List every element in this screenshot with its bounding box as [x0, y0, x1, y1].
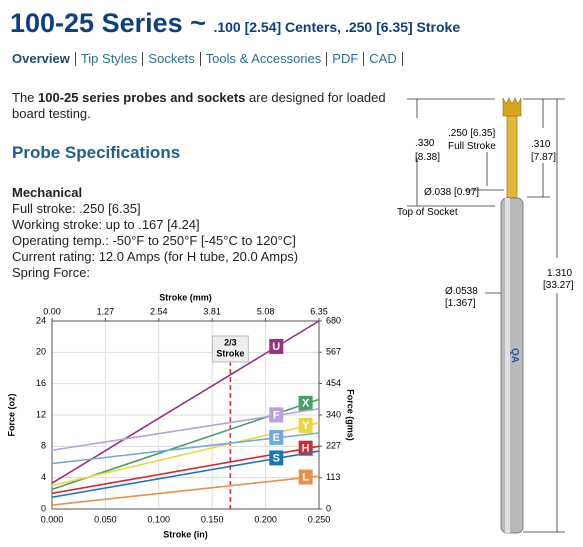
legend-label: S	[273, 452, 280, 464]
spec-heading: Mechanical	[12, 185, 83, 200]
dim-label: .330	[415, 138, 435, 149]
y2-tick-label: 113	[326, 472, 340, 482]
dim-label: [1.367]	[445, 298, 476, 309]
dimension-lines	[407, 98, 565, 533]
legend-label: L	[302, 471, 309, 483]
legend-box	[269, 407, 284, 423]
legend-box	[269, 338, 284, 354]
plot-frame	[51, 320, 320, 510]
x2-tick-label: 0.00	[43, 306, 61, 316]
spec-line: Spring Force:	[12, 265, 91, 280]
y2-tick-label: 227	[326, 441, 341, 451]
nav-link[interactable]: Tip Styles	[76, 52, 144, 66]
intro-text: The	[12, 90, 39, 105]
x-tick-label: 0.150	[201, 514, 224, 524]
x-tick-label: 0.250	[308, 514, 331, 524]
y-tick-label: 4	[41, 472, 46, 482]
annotation-box	[211, 335, 249, 363]
nav-link[interactable]: PDF	[327, 52, 365, 66]
intro: The 100-25 series probes and sockets are…	[12, 90, 402, 122]
nav: Overview Tip Styles Sockets Tools & Accesso…	[12, 52, 403, 66]
dim-label: .310	[531, 139, 551, 150]
y2-tick-label: 680	[326, 315, 341, 325]
section-title: Probe Specifications	[12, 143, 181, 162]
y-axis-label: Force (oz)	[6, 393, 16, 436]
y-tick-label: 12	[36, 409, 46, 419]
legend-label: F	[273, 409, 280, 421]
x-tick-label: 0.000	[41, 514, 64, 524]
series-line	[51, 475, 320, 506]
nav-link[interactable]: CAD	[364, 52, 403, 66]
y-tick-label: 0	[41, 503, 46, 513]
spec-line: Current rating: 12.0 Amps (for H tube, 2…	[12, 249, 299, 264]
subtitle: .100 [2.54] Centers, .250 [6.35] Stroke	[213, 19, 461, 35]
y2-tick-label: 340	[326, 409, 341, 419]
x-tick-label: 0.050	[94, 514, 117, 524]
nav-link[interactable]: Tools & Accessories	[201, 52, 328, 66]
spec-line: Operating temp.: -50°F to 250°F [-45°C t…	[12, 233, 296, 248]
x-tick-label: 0.100	[148, 514, 171, 524]
legend-label: E	[273, 432, 280, 444]
annotation-text: Stroke	[216, 348, 244, 358]
svg-text:QA: QA	[509, 348, 520, 363]
x2-tick-label: 2.54	[150, 306, 168, 316]
spec-line: Full stroke: .250 [6.35]	[12, 201, 141, 216]
intro-bold: 100-25 series probes and sockets	[38, 90, 246, 105]
intro-text: are designed for loaded board testing.	[12, 90, 386, 121]
x2-tick-label: 5.08	[257, 306, 275, 316]
probe-diagram: QA .330 [8.38] .250 [6.35] Full Stroke .…	[397, 97, 574, 534]
y2-axis-label: Force (gms)	[346, 389, 356, 441]
dim-label: [7.87]	[531, 152, 556, 163]
title: 100-25 Series ~	[10, 8, 206, 38]
y-tick-label: 8	[41, 441, 46, 451]
y2-tick-label: 454	[326, 378, 341, 388]
y2-tick-label: 0	[326, 503, 331, 513]
nav-link[interactable]: Sockets	[143, 52, 201, 66]
x2-tick-label: 6.35	[310, 306, 328, 316]
legend-label: Y	[302, 420, 310, 432]
legend-box	[298, 395, 313, 411]
legend-label: U	[272, 341, 280, 353]
dim-label: .250 [6.35]	[448, 128, 495, 139]
legend-label: X	[302, 398, 310, 410]
legend-box	[269, 450, 284, 466]
y-tick-label: 20	[36, 347, 46, 357]
dim-label: Top of Socket	[397, 207, 458, 218]
x2-tick-label: 3.81	[203, 306, 221, 316]
mechanical: Mechanical Full stroke: .250 [6.35] Workin…	[12, 185, 298, 281]
y2-tick-label: 567	[326, 347, 341, 357]
dim-label: 1.310	[547, 268, 572, 279]
chart: 0.000 0.050 0.100 0.150 0.200 0.250 0.00 1.27 2.…	[6, 292, 356, 539]
x-tick-label: 0.200	[254, 514, 277, 524]
x2-tick-label: 1.27	[97, 306, 115, 316]
annotation-text: 2/3	[224, 337, 237, 347]
legend-box	[298, 417, 313, 433]
spec-line: Working stroke: up to .167 [4.24]	[12, 217, 200, 232]
legend-box	[269, 429, 284, 445]
legend-box	[298, 469, 313, 485]
dim-label: Ø.0538	[445, 286, 478, 297]
dim-label: [33.27]	[543, 280, 574, 291]
dim-label: Ø.038 [0.97]	[424, 187, 479, 198]
x-axis-label: Stroke (in)	[163, 529, 208, 539]
probe: QA	[500, 97, 524, 534]
y-tick-label: 16	[36, 378, 46, 388]
dim-label: [8.38]	[415, 152, 440, 163]
y-tick-label: 24	[36, 315, 46, 325]
x2-axis-label: Stroke (mm)	[159, 292, 212, 302]
nav-link[interactable]: Overview	[12, 52, 76, 66]
legend-label: H	[302, 443, 310, 455]
dim-label: Full Stroke	[448, 141, 496, 152]
page-title: 100-25 Series ~ .100 [2.54] Centers, .25…	[10, 8, 460, 39]
